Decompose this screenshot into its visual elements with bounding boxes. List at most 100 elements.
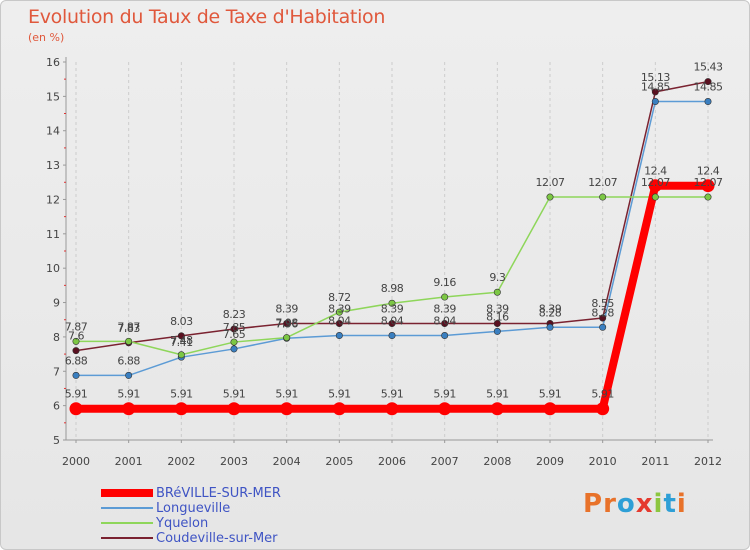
y-tick-label: 9 xyxy=(53,297,60,310)
data-label: 5.91 xyxy=(223,388,246,401)
x-tick-label: 2006 xyxy=(378,455,406,468)
legend-item: Longueville xyxy=(101,501,401,516)
data-point xyxy=(704,98,712,106)
data-label: 5.91 xyxy=(591,388,614,401)
data-label: 12.07 xyxy=(694,176,723,189)
data-point xyxy=(125,337,133,345)
data-label: 7.41 xyxy=(170,336,193,349)
x-tick-label: 2002 xyxy=(167,455,195,468)
y-tick-label: 12 xyxy=(46,193,60,206)
legend-item: Coudeville-sur-Mer xyxy=(101,531,401,546)
data-point xyxy=(69,402,83,416)
data-point xyxy=(283,320,291,328)
data-label: 8.39 xyxy=(381,303,404,316)
x-tick-label: 2010 xyxy=(589,455,617,468)
y-tick-label: 13 xyxy=(46,159,60,172)
data-point xyxy=(648,179,662,193)
data-label: 8.39 xyxy=(486,303,509,316)
legend-item: Yquelon xyxy=(101,516,401,531)
data-label: 7.87 xyxy=(65,320,88,333)
data-point xyxy=(493,320,501,328)
legend-label: Yquelon xyxy=(156,516,209,531)
logo-letter: x xyxy=(635,489,654,519)
data-label: 8.39 xyxy=(328,303,351,316)
data-label: 8.28 xyxy=(591,306,614,319)
data-point xyxy=(441,320,449,328)
data-label: 8.28 xyxy=(539,306,562,319)
data-label: 7.48 xyxy=(170,334,193,347)
x-tick-label: 2004 xyxy=(273,455,301,468)
data-point xyxy=(177,351,185,359)
data-label: 5.91 xyxy=(381,388,404,401)
data-label: 5.91 xyxy=(486,388,509,401)
legend-item: BRéVILLE-SUR-MER xyxy=(101,486,401,501)
legend-label: Longueville xyxy=(156,501,231,516)
data-label: 5.91 xyxy=(539,388,562,401)
data-label: 6.88 xyxy=(65,354,88,367)
data-point xyxy=(493,327,501,335)
data-point xyxy=(335,332,343,340)
data-label: 7.65 xyxy=(223,328,246,341)
data-point xyxy=(72,347,80,355)
data-point xyxy=(704,78,712,86)
logo-letter: r xyxy=(603,489,617,519)
x-tick-label: 2009 xyxy=(536,455,564,468)
legend-label: Coudeville-sur-Mer xyxy=(156,531,278,546)
data-label: 8.39 xyxy=(539,303,562,316)
data-point xyxy=(335,308,343,316)
data-label: 8.39 xyxy=(275,303,298,316)
data-point xyxy=(438,402,452,416)
data-label: 7.85 xyxy=(223,321,246,334)
data-label: 8.98 xyxy=(381,282,404,295)
data-label: 5.91 xyxy=(328,388,351,401)
data-label: 6.88 xyxy=(117,354,140,367)
data-label: 7.83 xyxy=(117,322,140,335)
data-point xyxy=(596,402,610,416)
y-tick-label: 7 xyxy=(53,365,60,378)
data-label: 8.23 xyxy=(223,308,246,321)
legend-swatch xyxy=(101,537,153,539)
data-label: 15.13 xyxy=(641,71,670,84)
legend-swatch xyxy=(101,489,153,497)
logo-letter: i xyxy=(676,489,687,519)
proxiti-logo: Proxiti xyxy=(583,489,687,519)
x-tick-label: 2012 xyxy=(694,455,722,468)
data-label: 5.91 xyxy=(433,388,456,401)
logo-letter: t xyxy=(663,489,677,519)
x-tick-label: 2005 xyxy=(325,455,353,468)
legend-swatch xyxy=(101,522,153,524)
data-label: 5.91 xyxy=(275,388,298,401)
logo-letter: o xyxy=(616,489,636,519)
data-label: 12.07 xyxy=(536,176,565,189)
y-tick-label: 10 xyxy=(46,262,60,275)
data-point xyxy=(335,320,343,328)
x-tick-label: 2001 xyxy=(115,455,143,468)
y-tick-label: 6 xyxy=(53,400,60,413)
data-label: 7.6 xyxy=(68,330,84,343)
legend-label: BRéVILLE-SUR-MER xyxy=(156,486,281,501)
data-point xyxy=(388,299,396,307)
data-point xyxy=(701,179,715,193)
data-label: 14.85 xyxy=(641,81,670,94)
data-point xyxy=(122,402,136,416)
data-point xyxy=(599,314,607,322)
data-point xyxy=(599,193,607,201)
legend-swatch xyxy=(101,507,153,509)
data-label: 5.91 xyxy=(117,388,140,401)
data-label: 8.39 xyxy=(433,303,456,316)
y-tick-label: 5 xyxy=(53,434,60,447)
data-point xyxy=(332,402,346,416)
data-point xyxy=(704,193,712,201)
data-label: 5.91 xyxy=(65,388,88,401)
data-label: 8.04 xyxy=(381,315,404,328)
data-point xyxy=(283,334,291,342)
data-label: 7.96 xyxy=(275,317,298,330)
data-label: 12.07 xyxy=(641,176,670,189)
data-label: 15.43 xyxy=(694,61,723,74)
data-label: 8.55 xyxy=(591,297,614,310)
y-tick-label: 11 xyxy=(46,228,60,241)
data-label: 12.4 xyxy=(644,165,667,178)
data-label: 8.03 xyxy=(170,315,193,328)
